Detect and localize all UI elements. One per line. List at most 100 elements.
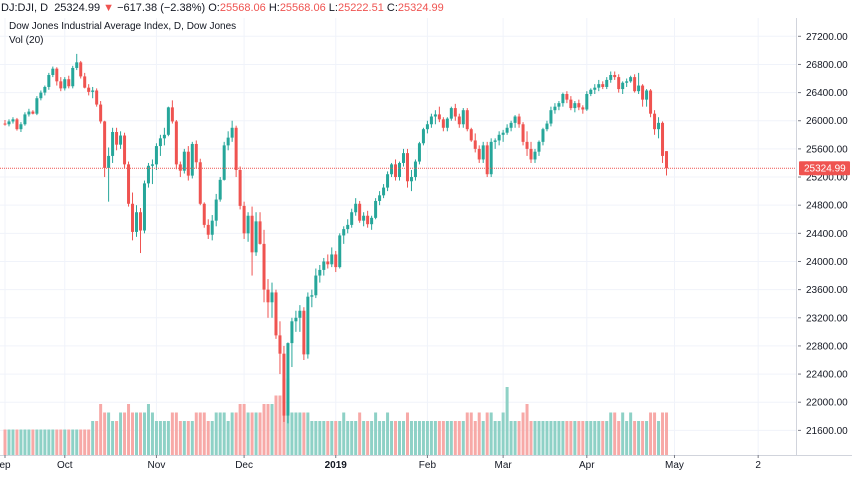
volume-bar	[362, 421, 366, 455]
candle	[453, 103, 457, 121]
symbol-header: DJ:DJI, D 25324.99 ▼ −617.38 (−2.38%) O:…	[0, 0, 852, 18]
candle-body	[342, 229, 346, 236]
candle	[135, 205, 139, 237]
volume-layer	[3, 378, 669, 455]
candle	[170, 100, 174, 124]
candle-body	[517, 116, 521, 125]
volume-bar	[75, 429, 79, 455]
candle-body	[7, 121, 11, 125]
chart-area[interactable]: 27200.00 26800.00 26400.00 26000.00 25600.00…	[0, 18, 852, 485]
candle-body	[270, 292, 274, 303]
candle-body	[449, 108, 453, 119]
candle-body	[262, 243, 266, 290]
candle	[402, 148, 405, 167]
volume-bar	[294, 412, 298, 455]
volume-bar	[214, 412, 218, 455]
candle	[433, 110, 437, 125]
candle-body	[653, 113, 657, 130]
volume-bar	[131, 412, 135, 455]
volume-bar	[334, 421, 338, 455]
candle-body	[103, 121, 107, 168]
volume-bar	[7, 429, 11, 455]
candle	[441, 117, 445, 132]
volume-bar	[246, 412, 250, 455]
volume-bar	[250, 412, 254, 455]
volume-bar	[95, 421, 99, 455]
candle-body	[485, 145, 489, 175]
candle-body	[206, 224, 210, 235]
time-axis[interactable]: ep Oct Nov Dec 2019 Feb Mar Apr May 2	[0, 455, 761, 471]
volume-bar	[425, 421, 429, 455]
candle-body	[597, 84, 601, 88]
candle-body	[577, 103, 581, 108]
candle	[306, 292, 310, 359]
candle-body	[47, 75, 51, 87]
candle	[298, 305, 302, 332]
volume-bar	[609, 412, 613, 455]
candle-body	[398, 162, 402, 178]
candle-body	[461, 110, 465, 125]
candle-body	[354, 203, 358, 213]
candle	[7, 119, 11, 127]
candle	[429, 113, 433, 128]
candle	[593, 84, 597, 94]
volume-bar	[262, 404, 266, 455]
candle-body	[370, 217, 374, 225]
volume-bar	[378, 421, 382, 455]
candle-body	[445, 118, 449, 128]
volume-bar	[210, 421, 214, 455]
candle	[661, 121, 665, 163]
grid-layer	[0, 18, 796, 455]
candle-body	[254, 221, 258, 253]
candle	[545, 120, 549, 132]
price-tick-label: 24400.00	[806, 229, 848, 240]
volume-legend: Vol (20)	[9, 35, 43, 46]
candle-body	[131, 203, 135, 232]
volume-bar	[242, 404, 246, 455]
volume-bar	[254, 412, 258, 455]
volume-bar	[170, 412, 174, 455]
candle	[585, 91, 589, 111]
volume-bar	[314, 421, 318, 455]
last-price-badge-bg	[799, 161, 850, 176]
candlestick-chart[interactable]: 27200.00 26800.00 26400.00 26000.00 25600.00…	[0, 18, 852, 485]
candle-body	[51, 68, 55, 75]
candle	[449, 106, 453, 121]
volume-bar	[190, 421, 194, 455]
candle-body	[493, 140, 497, 142]
volume-bar	[421, 421, 425, 455]
candle	[374, 198, 378, 220]
volume-bar	[653, 412, 657, 455]
candle	[194, 140, 198, 169]
candle	[270, 282, 274, 318]
symbol-label[interactable]: DJ:DJI, D	[1, 2, 49, 14]
price-axis[interactable]: 27200.00 26800.00 26400.00 26000.00 25600.00…	[798, 32, 848, 437]
candle	[370, 215, 374, 230]
volume-bar	[47, 429, 51, 455]
candle-body	[79, 62, 83, 77]
candle-body	[162, 134, 166, 139]
candle-body	[593, 87, 597, 90]
candle	[382, 184, 386, 199]
candle-body	[318, 269, 322, 276]
candle	[629, 75, 633, 83]
volume-bar	[513, 421, 517, 455]
volume-bar	[529, 421, 533, 455]
candle-body	[477, 148, 481, 160]
candle	[242, 201, 246, 239]
candle-body	[621, 82, 625, 90]
candle-layer	[3, 53, 669, 424]
candle-body	[294, 317, 298, 322]
candle-body	[138, 212, 142, 231]
candle	[314, 268, 318, 299]
candle-body	[274, 292, 278, 336]
volume-bar	[270, 404, 274, 455]
volume-bar	[258, 412, 262, 455]
volume-bar	[342, 412, 346, 455]
candle-body	[222, 145, 226, 180]
candle	[509, 120, 513, 132]
volume-bar	[601, 421, 605, 455]
candle	[657, 117, 661, 139]
candle	[605, 77, 609, 90]
last-price: 25324.99	[54, 2, 101, 14]
